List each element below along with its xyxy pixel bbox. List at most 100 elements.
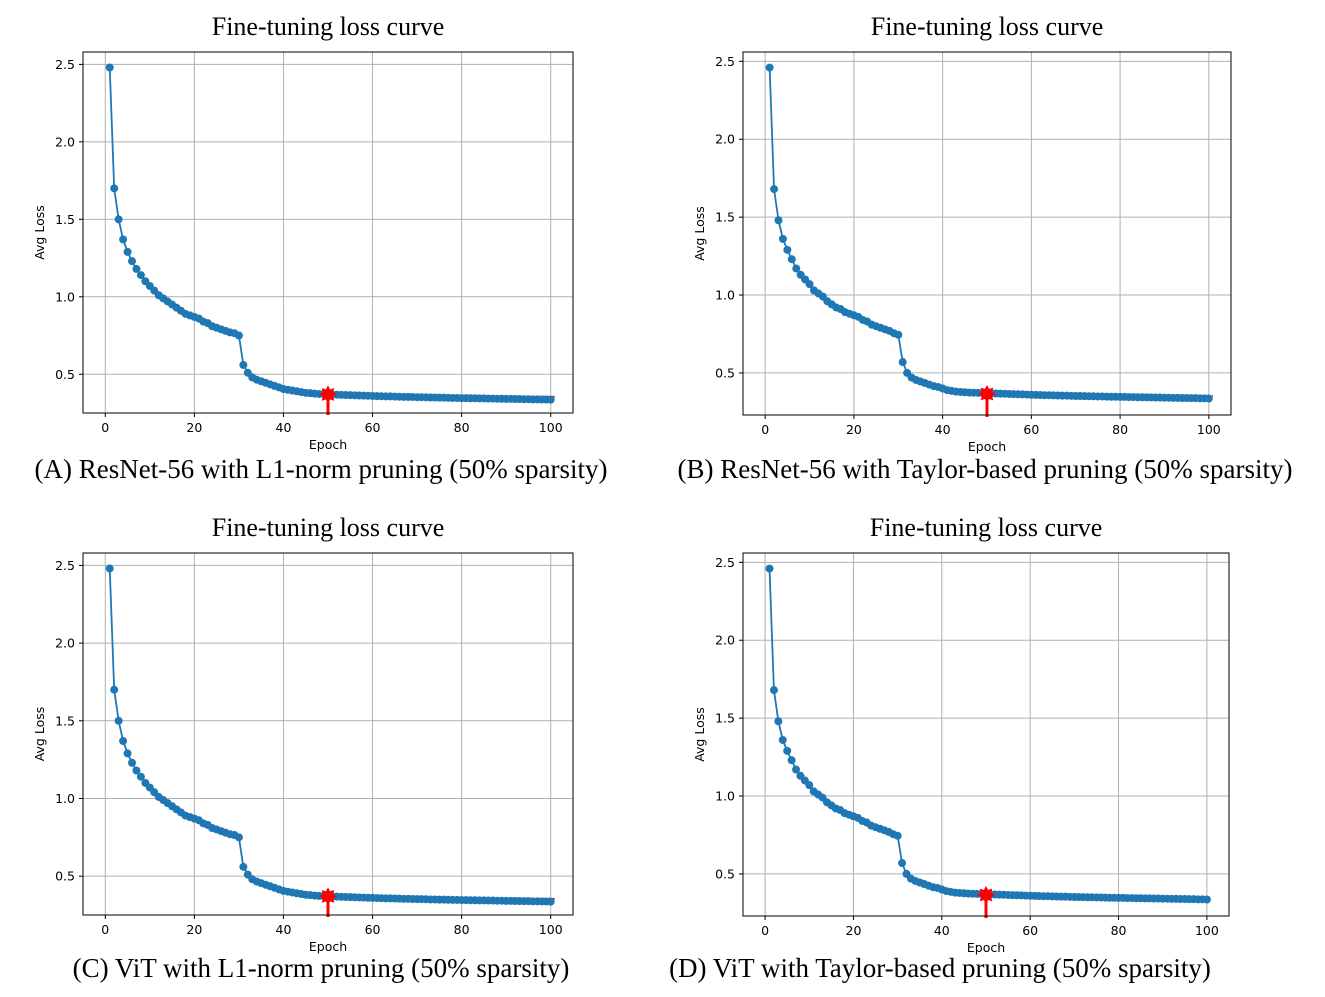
loss-chart-a: Fine-tuning loss curve 0 20 40 60 80 100 0.5 1.0… — [32, 12, 574, 452]
loss-point — [765, 63, 774, 72]
x-tick-label: 0 — [101, 922, 109, 937]
loss-point — [110, 685, 119, 694]
chart-panel-a: Fine-tuning loss curve 0 20 40 60 80 100 0.5 1.0… — [0, 0, 660, 500]
y-tick-label: 1.5 — [55, 713, 75, 728]
loss-point — [119, 736, 128, 745]
loss-point — [783, 746, 792, 755]
x-tick-label: 100 — [1195, 923, 1219, 938]
loss-point — [769, 686, 778, 695]
loss-point — [778, 735, 787, 744]
loss-point — [787, 255, 796, 264]
loss-point — [132, 766, 141, 775]
plot-frame — [742, 552, 1230, 917]
y-tick-label: 2.0 — [715, 132, 735, 147]
loss-point — [123, 749, 132, 758]
x-axis-label: Epoch — [309, 437, 347, 452]
loss-chart-c: Fine-tuning loss curve 0 20 40 60 80 100 0.5 1.0… — [32, 513, 574, 954]
x-tick-label: 100 — [539, 922, 563, 937]
x-tick-label: 80 — [454, 922, 470, 937]
x-tick-label: 0 — [761, 923, 769, 938]
loss-point — [783, 245, 792, 254]
x-tick-label: 100 — [539, 420, 563, 435]
x-tick-label: 100 — [1197, 422, 1221, 437]
y-tick-label: 2.0 — [55, 134, 75, 149]
loss-point — [239, 862, 248, 871]
caption-a: (A) ResNet-56 with L1-norm pruning (50% … — [34, 454, 608, 484]
grid — [743, 553, 1229, 916]
loss-point — [234, 833, 243, 842]
x-tick-label: 60 — [1022, 923, 1038, 938]
loss-point — [805, 781, 814, 790]
y-tick-label: 2.5 — [715, 54, 735, 69]
grid — [83, 553, 573, 915]
x-axis-label: Epoch — [309, 939, 347, 954]
loss-point — [787, 756, 796, 765]
loss-point — [136, 772, 145, 781]
loss-point — [105, 63, 114, 72]
loss-point — [765, 564, 774, 573]
y-tick-label: 1.5 — [55, 212, 75, 227]
x-tick-label: 80 — [454, 420, 470, 435]
y-tick-label: 2.5 — [715, 555, 735, 570]
loss-chart-b: Fine-tuning loss curve 0 20 40 60 80 100 0.5 1.0… — [692, 12, 1232, 454]
y-tick-label: 2.5 — [55, 57, 75, 72]
y-tick-label: 1.0 — [55, 289, 75, 304]
x-tick-label: 60 — [365, 420, 381, 435]
x-tick-label: 20 — [846, 422, 862, 437]
chart-title: Fine-tuning loss curve — [871, 12, 1104, 41]
loss-point — [546, 897, 555, 906]
loss-point — [894, 330, 903, 339]
loss-point — [136, 271, 145, 280]
grid — [743, 52, 1231, 415]
loss-point — [132, 264, 141, 273]
loss-points — [105, 564, 555, 906]
x-tick-label: 20 — [186, 922, 202, 937]
caption-d: (D) ViT with Taylor-based pruning (50% s… — [669, 953, 1211, 983]
best-epoch-star-marker — [978, 384, 996, 403]
y-tick-label: 2.5 — [55, 558, 75, 573]
loss-point — [898, 859, 907, 868]
loss-point — [770, 185, 779, 194]
y-tick-label: 2.0 — [55, 636, 75, 651]
loss-point — [105, 564, 114, 573]
x-tick-label: 60 — [365, 922, 381, 937]
loss-series-line — [768, 568, 1207, 901]
loss-point — [128, 257, 136, 266]
y-tick-label: 0.5 — [715, 365, 735, 380]
x-tick-label: 80 — [1111, 923, 1127, 938]
loss-point — [792, 765, 801, 774]
caption-c: (C) ViT with L1-norm pruning (50% sparsi… — [72, 953, 570, 983]
loss-point — [128, 758, 136, 767]
loss-points — [105, 63, 555, 404]
chart-title: Fine-tuning loss curve — [870, 513, 1103, 542]
best-epoch-star-marker — [319, 385, 337, 404]
loss-point — [805, 280, 814, 289]
x-tick-label: 40 — [276, 420, 292, 435]
loss-point — [546, 395, 555, 404]
y-axis-label: Avg Loss — [32, 707, 47, 762]
loss-chart-d: Fine-tuning loss curve 0 20 40 60 80 100 0.5 1.0… — [692, 513, 1230, 955]
y-axis-label: Avg Loss — [32, 205, 47, 260]
loss-point — [1202, 895, 1211, 904]
loss-points — [765, 63, 1213, 403]
loss-points — [765, 564, 1211, 904]
loss-point — [778, 234, 787, 243]
y-tick-label: 0.5 — [55, 367, 75, 382]
y-tick-label: 1.0 — [715, 789, 735, 804]
x-tick-label: 0 — [101, 420, 109, 435]
loss-series-line — [108, 568, 551, 903]
loss-point — [1204, 394, 1213, 403]
loss-point — [898, 358, 907, 367]
loss-point — [774, 717, 783, 726]
best-epoch-star-marker — [319, 887, 337, 906]
y-axis-label: Avg Loss — [692, 206, 707, 261]
x-tick-label: 0 — [761, 422, 769, 437]
loss-point — [114, 716, 123, 725]
chart-panel-b: Fine-tuning loss curve 0 20 40 60 80 100 0.5 1.0… — [660, 0, 1325, 500]
loss-point — [119, 235, 128, 244]
loss-point — [893, 831, 902, 840]
plot-frame — [82, 552, 574, 916]
chart-panel-d: Fine-tuning loss curve 0 20 40 60 80 100 0.5 1.0… — [660, 500, 1325, 997]
y-axis-label: Avg Loss — [692, 707, 707, 762]
y-tick-label: 1.0 — [55, 791, 75, 806]
